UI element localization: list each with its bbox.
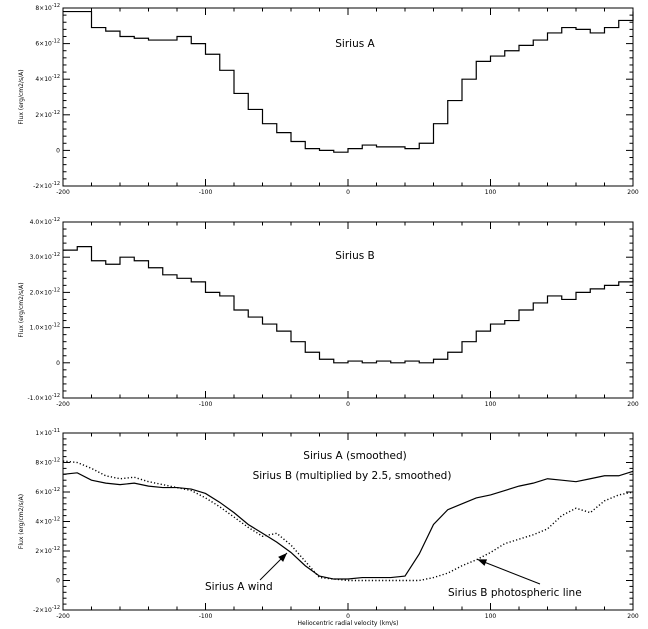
x-tick-label: 100 xyxy=(485,613,497,620)
y-tick-label: 2×10-12 xyxy=(35,110,60,119)
plot-frame xyxy=(62,221,634,399)
x-tick-label: -200 xyxy=(56,189,70,196)
y-tick-label: -2×10-12 xyxy=(33,605,60,614)
series-lines xyxy=(62,460,634,582)
x-tick-label: 0 xyxy=(346,401,350,408)
panel-sirius-b: -200 -100 0 100 200 -1.0×10-12 0 1.0×10-12 2.0×1… xyxy=(18,217,639,408)
axis-ticks: -200 -100 0 100 200 -2×10-12 0 2×10-12 4×10-12 6×… xyxy=(33,428,639,620)
legend-line-sirius-b: Sirius B (multiplied by 2.5, smoothed) xyxy=(253,470,452,482)
y-tick-label: 0 xyxy=(56,360,60,367)
x-tick-label: 100 xyxy=(485,401,497,408)
y-tick-label: 2×10-12 xyxy=(35,546,60,555)
series-line-dotted xyxy=(62,460,634,582)
x-tick-label: 200 xyxy=(627,401,639,408)
x-tick-label: 0 xyxy=(346,189,350,196)
y-tick-label: -1.0×10-12 xyxy=(27,393,60,402)
x-tick-label: -100 xyxy=(199,401,213,408)
x-tick-label: 100 xyxy=(485,189,497,196)
arrow-head xyxy=(278,553,287,562)
series-line-solid xyxy=(63,10,634,153)
x-tick-label: 200 xyxy=(627,613,639,620)
x-tick-label: 200 xyxy=(627,189,639,196)
annotation-arrow-sirius-b-photospheric xyxy=(477,558,541,585)
y-tick-label: 0 xyxy=(56,147,60,154)
y-tick-label: 6×10-12 xyxy=(35,39,60,48)
annotation-sirius-a-wind: Sirius A wind xyxy=(205,581,273,593)
y-axis-label: Flux (erg/cm2/s/A) xyxy=(18,69,25,124)
x-tick-label: -200 xyxy=(56,401,70,408)
y-tick-label: 1×10-11 xyxy=(35,428,60,437)
axis-ticks: -200 -100 0 100 200 -2×10-12 0 2×10-12 4×10-12 6×… xyxy=(33,3,639,196)
y-tick-label: 2.0×10-12 xyxy=(30,287,60,296)
y-tick-label: 4×10-12 xyxy=(35,517,60,526)
x-tick-label: -100 xyxy=(199,189,213,196)
x-tick-label: 0 xyxy=(346,613,350,620)
y-tick-label: 1.0×10-12 xyxy=(30,323,60,332)
legend-line-sirius-a: Sirius A (smoothed) xyxy=(303,450,406,462)
y-tick-label: 8×10-12 xyxy=(35,3,60,12)
panel-sirius-a: -200 -100 0 100 200 -2×10-12 0 2×10-12 4×10-12 6×… xyxy=(18,3,639,196)
y-tick-label: 6×10-12 xyxy=(35,487,60,496)
series-lines xyxy=(63,246,634,364)
x-axis-label: Heliocentric radial velocity (km/s) xyxy=(297,620,398,627)
series-lines xyxy=(63,10,634,153)
annotations: Sirius A wind Sirius B photospheric line xyxy=(205,552,582,599)
series-line-solid xyxy=(62,470,634,580)
panel-title: Sirius A xyxy=(335,38,375,50)
y-tick-label: 4×10-12 xyxy=(35,74,60,83)
y-tick-label: 3.0×10-12 xyxy=(30,252,60,261)
annotation-sirius-b-photospheric: Sirius B photospheric line xyxy=(448,587,582,599)
y-axis-label: Flux (erg/cm2/s/A) xyxy=(18,494,25,549)
y-tick-label: 4.0×10-12 xyxy=(30,217,60,226)
arrow-head xyxy=(477,559,488,566)
x-tick-label: -200 xyxy=(56,613,70,620)
y-tick-label: 8×10-12 xyxy=(35,458,60,467)
y-axis-label: Flux (erg/cm2/s/A) xyxy=(18,282,25,337)
y-tick-label: 0 xyxy=(56,578,60,585)
x-tick-label: -100 xyxy=(199,613,213,620)
series-line-solid xyxy=(63,246,634,364)
panel-comparison: -200 -100 0 100 200 -2×10-12 0 2×10-12 4×10-12 6×… xyxy=(18,428,639,627)
y-tick-label: -2×10-12 xyxy=(33,181,60,190)
panel-title: Sirius B xyxy=(335,250,374,262)
axis-ticks: -200 -100 0 100 200 -1.0×10-12 0 1.0×10-12 2.0×1… xyxy=(27,217,638,408)
